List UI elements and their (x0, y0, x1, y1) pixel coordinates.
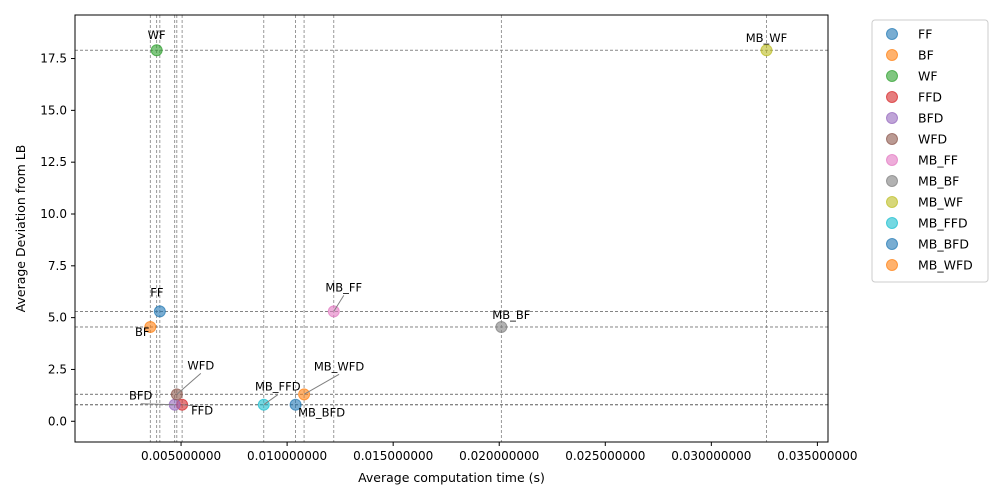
y-tick-label: 17.5 (40, 52, 67, 66)
point-annotation: MB_FFD (255, 380, 301, 394)
y-tick-label: 0.0 (48, 414, 67, 428)
legend-marker (886, 49, 898, 61)
y-tick-label: 15.0 (40, 103, 67, 117)
y-axis-ticks: 0.0 2.5 5.0 7.5 10.0 12.5 15.0 17.5 (40, 52, 75, 428)
legend-label: MB_WF (918, 195, 963, 210)
x-tick-label: 0.015000000 (353, 449, 433, 463)
point-annotation: MB_WFD (314, 359, 365, 373)
x-tick-label: 0.030000000 (671, 449, 751, 463)
data-point (153, 305, 166, 318)
legend-label: WF (918, 69, 938, 84)
legend-label: MB_BFD (918, 237, 969, 252)
x-tick-label: 0.035000000 (777, 449, 857, 463)
point-annotation: MB_WF (746, 31, 788, 45)
legend-marker (886, 28, 898, 40)
annotation-arrow (333, 295, 345, 312)
legend-marker (886, 217, 898, 229)
point-annotation: FF (150, 285, 163, 299)
point-annotation: MB_BF (492, 308, 530, 322)
legend-label: FF (918, 27, 932, 42)
legend-marker (886, 112, 898, 124)
y-tick-label: 12.5 (40, 155, 67, 169)
data-point (760, 44, 773, 57)
legend-label: MB_FF (918, 153, 958, 168)
point-annotation: BFD (129, 389, 153, 403)
legend-label: MB_FFD (918, 216, 968, 231)
legend-marker (886, 70, 898, 82)
legend: FF BF WF FFD BFD WFD MB_FF MB_BF MB_WF MB_FFD MB_B… (871, 19, 989, 283)
legend-label: FFD (918, 90, 942, 105)
point-annotation: FFD (191, 404, 213, 418)
point-annotation: WF (148, 28, 166, 42)
x-tick-label: 0.020000000 (459, 449, 539, 463)
point-annotation: MB_BFD (298, 406, 345, 420)
annotation-arrow (140, 403, 175, 406)
x-tick-label: 0.025000000 (565, 449, 645, 463)
annotation-arrow (263, 394, 279, 406)
legend-label: MB_BF (918, 174, 959, 189)
legend-label: MB_WFD (918, 258, 973, 273)
annotation-arrow (303, 373, 340, 395)
point-annotation: MB_FF (325, 280, 362, 294)
plot-area-frame (74, 14, 829, 443)
x-axis-title: Average computation time (s) (358, 470, 545, 485)
data-point (144, 320, 157, 333)
y-tick-label: 5.0 (48, 311, 67, 325)
y-tick-label: 10.0 (40, 207, 67, 221)
reference-lines (75, 15, 828, 442)
legend-frame (871, 19, 989, 283)
y-axis-title: Average Deviation from LB (13, 145, 28, 313)
legend-label: BF (918, 48, 934, 63)
data-point (495, 320, 508, 333)
point-annotations: FF BF WF FFD BFD WFD MB_FF MB_BF MB_WF MB_FFD MB_B… (129, 28, 787, 419)
point-annotation: BF (135, 325, 150, 339)
legend-marker (886, 175, 898, 187)
annotation-arrow (176, 372, 202, 395)
data-point (289, 398, 302, 411)
legend-marker (886, 91, 898, 103)
annotation-arrow (182, 404, 203, 408)
legend-label: WFD (918, 132, 947, 147)
point-annotation: WFD (187, 358, 214, 372)
legend-marker (886, 238, 898, 250)
x-axis-ticks: 0.005000000 0.010000000 0.015000000 0.02000… (141, 442, 857, 463)
legend-marker (886, 154, 898, 166)
y-tick-label: 7.5 (48, 259, 67, 273)
legend-marker (886, 259, 898, 271)
legend-label: BFD (918, 111, 943, 126)
legend-marker (886, 196, 898, 208)
x-tick-label: 0.010000000 (247, 449, 327, 463)
y-tick-label: 2.5 (48, 362, 67, 376)
data-point (150, 44, 163, 57)
legend-marker (886, 133, 898, 145)
x-tick-label: 0.005000000 (141, 449, 221, 463)
